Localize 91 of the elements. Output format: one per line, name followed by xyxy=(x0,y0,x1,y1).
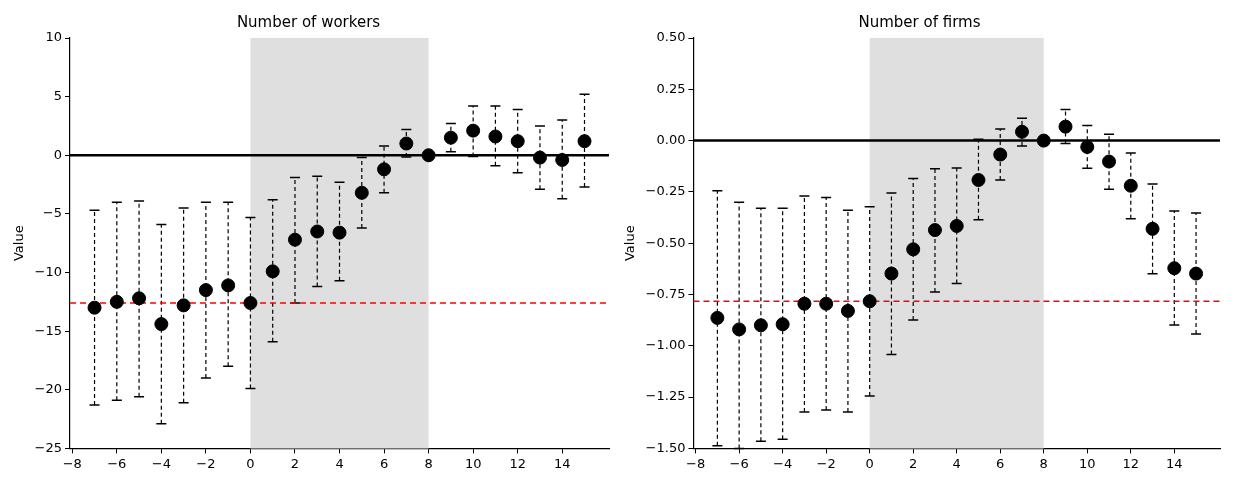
point xyxy=(377,162,392,177)
y-tick-label: 10 xyxy=(45,29,63,45)
point xyxy=(532,150,547,165)
x-tick-label: 6 xyxy=(996,455,1005,471)
point xyxy=(265,264,280,279)
x-tick-label: 0 xyxy=(246,455,255,471)
x-tick-label: −2 xyxy=(816,455,836,471)
point xyxy=(1080,139,1095,154)
x-tick-label: −6 xyxy=(107,455,127,471)
point xyxy=(819,296,834,311)
y-tick-label: −10 xyxy=(34,263,63,279)
x-tick-label: 10 xyxy=(1079,455,1096,471)
point xyxy=(1036,133,1051,148)
x-tick-label: 14 xyxy=(553,455,571,471)
point xyxy=(1145,221,1160,236)
y-tick-label: −1.50 xyxy=(645,439,686,455)
point xyxy=(753,318,768,333)
point xyxy=(1058,119,1073,134)
point xyxy=(732,322,747,337)
point xyxy=(198,283,213,298)
point xyxy=(927,223,942,238)
x-tick-label: −8 xyxy=(62,455,82,471)
point xyxy=(1167,261,1182,276)
point xyxy=(443,130,458,145)
point xyxy=(354,185,369,200)
point xyxy=(840,303,855,318)
x-tick-label: 8 xyxy=(424,455,433,471)
point xyxy=(466,123,481,138)
x-tick-label: −6 xyxy=(729,455,749,471)
point xyxy=(1015,124,1029,139)
point xyxy=(399,136,414,151)
x-tick-label: 8 xyxy=(1039,455,1048,471)
point xyxy=(710,310,725,325)
y-tick-label: −5 xyxy=(42,205,63,221)
x-tick-label: 14 xyxy=(1166,455,1183,471)
point xyxy=(221,278,236,293)
point xyxy=(906,242,921,257)
point xyxy=(884,266,899,281)
y-tick-label: 5 xyxy=(53,88,63,103)
point xyxy=(421,148,436,163)
y-axis-title: Value xyxy=(622,225,638,262)
point xyxy=(310,224,325,239)
point xyxy=(775,317,790,332)
point xyxy=(510,134,525,149)
point xyxy=(555,152,570,167)
x-tick-label: 12 xyxy=(1122,455,1140,471)
x-tick-label: −4 xyxy=(151,455,171,471)
x-tick-label: 12 xyxy=(509,455,526,471)
chart-title: Number of firms xyxy=(858,12,981,31)
point xyxy=(797,296,812,311)
point xyxy=(109,294,124,309)
point xyxy=(862,294,877,309)
y-tick-label: 0 xyxy=(53,146,63,162)
point xyxy=(1189,266,1204,281)
point xyxy=(132,291,147,306)
point xyxy=(332,225,347,240)
point xyxy=(993,147,1008,162)
point xyxy=(1123,178,1138,193)
point xyxy=(176,298,191,313)
point xyxy=(949,218,964,233)
point xyxy=(87,300,102,315)
point xyxy=(154,317,169,332)
y-tick-label: −15 xyxy=(34,322,63,338)
x-tick-label: 6 xyxy=(379,455,389,471)
y-tick-label: −20 xyxy=(34,381,63,397)
x-tick-label: −4 xyxy=(773,455,793,471)
x-tick-label: −8 xyxy=(686,455,706,471)
y-tick-label: −0.25 xyxy=(645,183,686,199)
y-tick-label: −1.00 xyxy=(645,337,686,353)
x-tick-label: 4 xyxy=(952,455,961,471)
x-tick-label: 10 xyxy=(464,455,482,471)
point xyxy=(488,129,503,144)
point xyxy=(243,296,258,310)
y-tick-label: 0.25 xyxy=(656,80,686,96)
x-tick-label: −2 xyxy=(196,455,216,471)
y-axis-title: Value xyxy=(11,225,27,262)
point xyxy=(287,232,302,247)
y-tick-label: 0.00 xyxy=(656,131,686,147)
y-tick-label: −25 xyxy=(34,439,63,455)
chart-title: Number of workers xyxy=(236,12,381,31)
y-tick-label: −0.75 xyxy=(645,285,686,301)
point xyxy=(971,173,986,187)
x-tick-label: 4 xyxy=(335,455,344,471)
y-tick-label: −0.50 xyxy=(645,234,686,250)
point xyxy=(1102,154,1117,169)
x-tick-label: 2 xyxy=(290,455,300,471)
x-tick-label: 2 xyxy=(909,455,918,471)
y-tick-label: −1.25 xyxy=(645,388,686,404)
point xyxy=(577,134,592,149)
y-tick-label: 0.50 xyxy=(656,29,686,45)
x-tick-label: 0 xyxy=(865,455,874,471)
